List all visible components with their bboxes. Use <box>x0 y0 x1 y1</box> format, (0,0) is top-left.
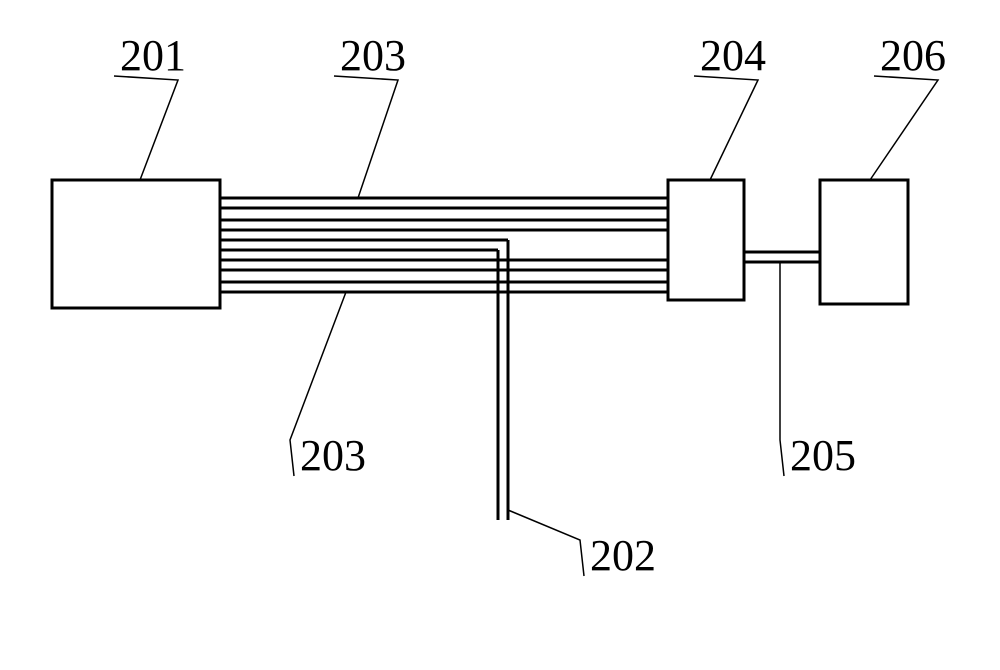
leader-l201 <box>114 76 178 180</box>
box-b206 <box>820 180 908 304</box>
label-l205: 205 <box>790 431 856 480</box>
label-l202: 202 <box>590 531 656 580</box>
leader-l206 <box>870 76 938 180</box>
leader-l204 <box>694 76 758 180</box>
label-l206: 206 <box>880 31 946 80</box>
leader-l203a <box>334 76 398 198</box>
leader-l202 <box>508 510 584 576</box>
box-b204 <box>668 180 744 300</box>
label-l203a: 203 <box>340 31 406 80</box>
box-b201 <box>52 180 220 308</box>
leader-l205 <box>780 262 784 476</box>
label-l204: 204 <box>700 31 766 80</box>
label-l203b: 203 <box>300 431 366 480</box>
label-l201: 201 <box>120 31 186 80</box>
